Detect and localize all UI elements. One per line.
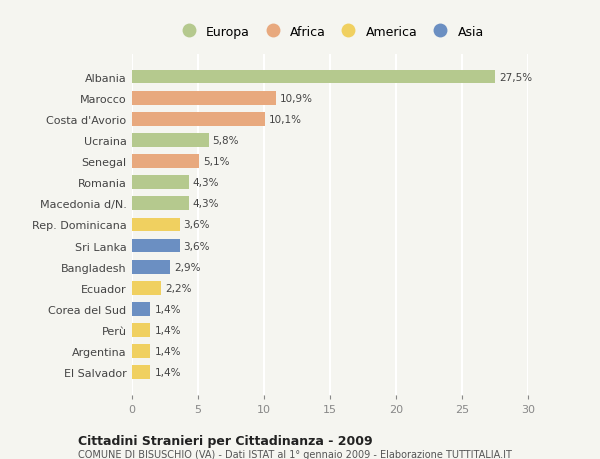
- Text: 4,3%: 4,3%: [193, 199, 219, 209]
- Text: 3,6%: 3,6%: [184, 220, 210, 230]
- Text: Cittadini Stranieri per Cittadinanza - 2009: Cittadini Stranieri per Cittadinanza - 2…: [78, 434, 373, 447]
- Bar: [132, 134, 209, 147]
- Text: 1,4%: 1,4%: [154, 304, 181, 314]
- Text: 10,1%: 10,1%: [269, 115, 302, 124]
- Bar: [132, 71, 495, 84]
- Bar: [132, 112, 265, 126]
- Bar: [132, 345, 151, 358]
- Text: 1,4%: 1,4%: [154, 347, 181, 356]
- Text: 5,8%: 5,8%: [212, 135, 239, 146]
- Text: 4,3%: 4,3%: [193, 178, 219, 188]
- Text: 10,9%: 10,9%: [280, 94, 313, 103]
- Text: 5,1%: 5,1%: [203, 157, 230, 167]
- Bar: [132, 155, 199, 168]
- Text: 27,5%: 27,5%: [499, 73, 532, 82]
- Text: 2,9%: 2,9%: [174, 262, 201, 272]
- Bar: [132, 197, 189, 211]
- Bar: [132, 281, 161, 295]
- Bar: [132, 218, 179, 232]
- Bar: [132, 92, 276, 105]
- Text: COMUNE DI BISUSCHIO (VA) - Dati ISTAT al 1° gennaio 2009 - Elaborazione TUTTITAL: COMUNE DI BISUSCHIO (VA) - Dati ISTAT al…: [78, 449, 512, 459]
- Text: 2,2%: 2,2%: [165, 283, 191, 293]
- Bar: [132, 239, 179, 253]
- Bar: [132, 176, 189, 190]
- Bar: [132, 302, 151, 316]
- Bar: [132, 324, 151, 337]
- Text: 1,4%: 1,4%: [154, 325, 181, 335]
- Text: 1,4%: 1,4%: [154, 368, 181, 377]
- Bar: [132, 260, 170, 274]
- Text: 3,6%: 3,6%: [184, 241, 210, 251]
- Legend: Europa, Africa, America, Asia: Europa, Africa, America, Asia: [171, 21, 489, 44]
- Bar: [132, 366, 151, 379]
